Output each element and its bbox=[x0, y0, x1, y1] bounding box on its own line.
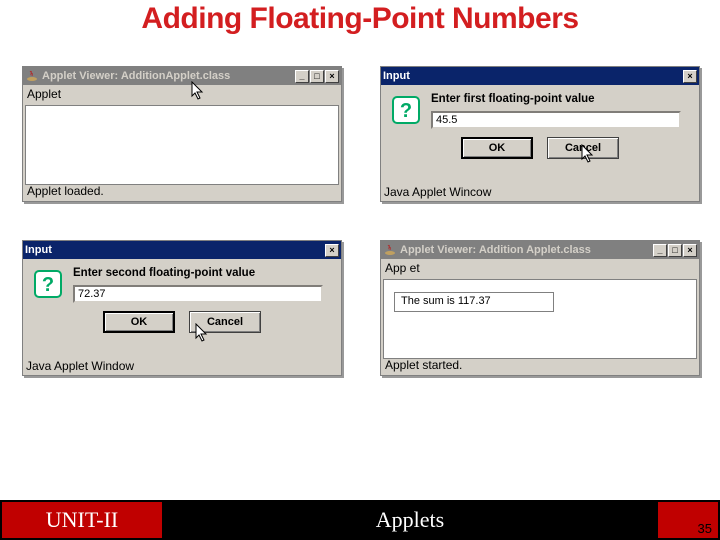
applet-menu[interactable]: App et bbox=[381, 259, 699, 277]
input-dialog-1: Input × ? Enter first floating-point val… bbox=[380, 66, 700, 202]
maximize-button[interactable]: □ bbox=[668, 244, 682, 257]
titlebar[interactable]: Input × bbox=[23, 241, 341, 259]
screenshot-grid: Applet Viewer: AdditionApplet.class _ □ … bbox=[22, 66, 700, 376]
svg-text:?: ? bbox=[42, 274, 54, 296]
window-title: Applet Viewer: AdditionApplet.class bbox=[42, 70, 295, 82]
ok-button[interactable]: OK bbox=[461, 137, 533, 159]
input-dialog-2: Input × ? Enter second floating-point va… bbox=[22, 240, 342, 376]
close-button[interactable]: × bbox=[683, 244, 697, 257]
applet-canvas: The sum is 117.37 bbox=[383, 279, 697, 359]
close-button[interactable]: × bbox=[325, 244, 339, 257]
sum-result-box: The sum is 117.37 bbox=[394, 292, 554, 312]
minimize-button[interactable]: _ bbox=[295, 70, 309, 83]
svg-text:?: ? bbox=[400, 100, 412, 122]
window-title: Input bbox=[25, 244, 325, 256]
cancel-button[interactable]: Cancel bbox=[189, 311, 261, 333]
java-cup-icon bbox=[383, 243, 397, 257]
applet-viewer-window-1: Applet Viewer: AdditionApplet.class _ □ … bbox=[22, 66, 342, 202]
java-cup-icon bbox=[25, 69, 39, 83]
java-applet-window-label: Java Applet Window bbox=[26, 359, 134, 373]
titlebar[interactable]: Applet Viewer: Addition Applet.class _ □… bbox=[381, 241, 699, 259]
ok-button[interactable]: OK bbox=[103, 311, 175, 333]
titlebar[interactable]: Input × bbox=[381, 67, 699, 85]
dialog-body: ? Enter second floating-point value OK C… bbox=[23, 259, 341, 355]
cancel-button[interactable]: Cancel bbox=[547, 137, 619, 159]
applet-viewer-window-2: Applet Viewer: Addition Applet.class _ □… bbox=[380, 240, 700, 376]
prompt-label: Enter second floating-point value bbox=[73, 267, 255, 279]
titlebar[interactable]: Applet Viewer: AdditionApplet.class _ □ … bbox=[23, 67, 341, 85]
java-applet-window-label: Java Applet Wincow bbox=[384, 185, 491, 199]
maximize-button[interactable]: □ bbox=[310, 70, 324, 83]
footer-topic: Applets bbox=[162, 502, 658, 538]
close-button[interactable]: × bbox=[683, 70, 697, 83]
status-bar: Applet started. bbox=[384, 358, 696, 373]
value-input[interactable] bbox=[73, 285, 323, 303]
status-bar: Applet loaded. bbox=[26, 184, 338, 199]
footer-unit: UNIT-II bbox=[2, 502, 162, 538]
window-title: Applet Viewer: Addition Applet.class bbox=[400, 244, 653, 256]
slide-title: Adding Floating-Point Numbers bbox=[0, 0, 720, 36]
window-title: Input bbox=[383, 70, 683, 82]
slide-footer: UNIT-II Applets 35 bbox=[0, 500, 720, 540]
question-icon: ? bbox=[33, 269, 63, 299]
applet-menu[interactable]: Applet bbox=[23, 85, 341, 103]
value-input[interactable] bbox=[431, 111, 681, 129]
prompt-label: Enter first floating-point value bbox=[431, 93, 595, 105]
close-button[interactable]: × bbox=[325, 70, 339, 83]
dialog-body: ? Enter first floating-point value OK Ca… bbox=[381, 85, 699, 181]
minimize-button[interactable]: _ bbox=[653, 244, 667, 257]
footer-page-number: 35 bbox=[658, 502, 718, 538]
question-icon: ? bbox=[391, 95, 421, 125]
applet-canvas bbox=[25, 105, 339, 185]
